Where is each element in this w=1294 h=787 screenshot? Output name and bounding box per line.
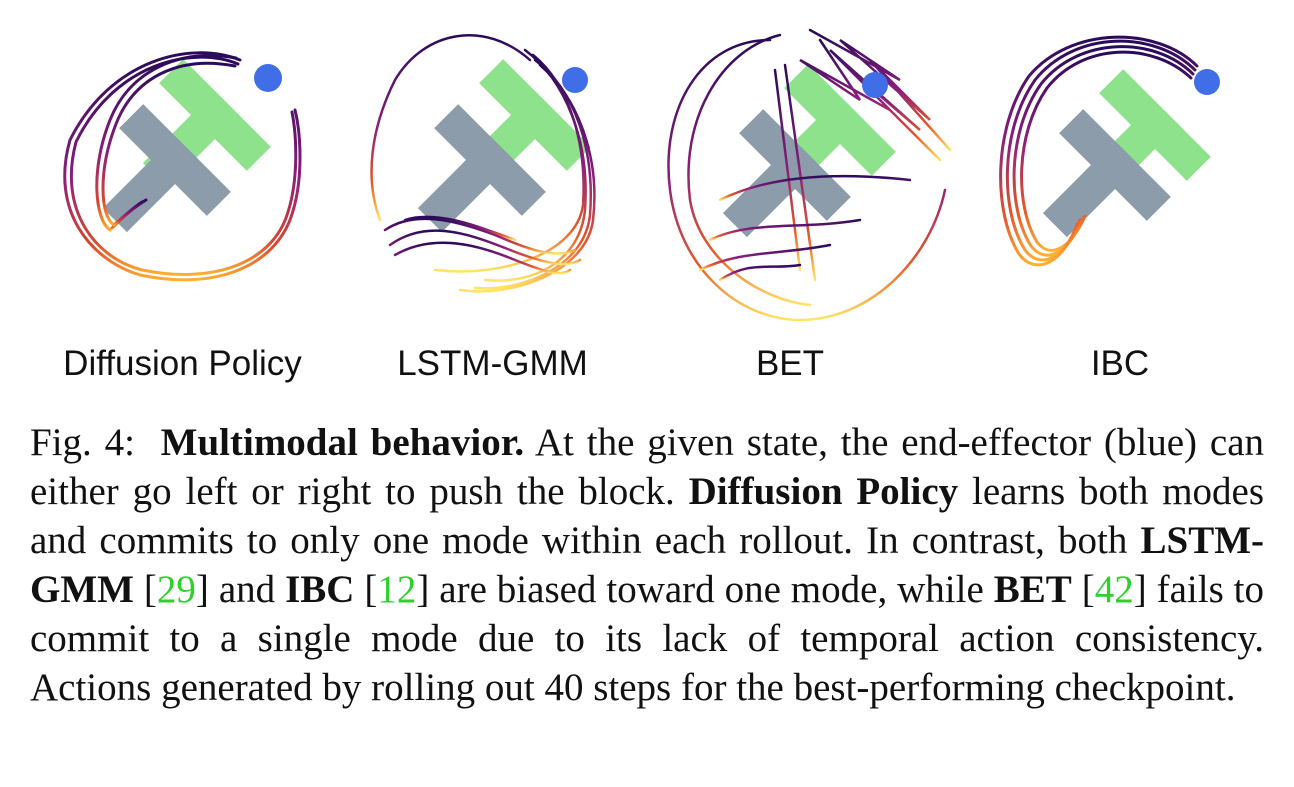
caption-text: are biased toward one mode, while xyxy=(439,568,984,611)
caption-method-lstm-gmm: LSTM-GMM xyxy=(30,519,1265,611)
figure-caption: Fig. 4: Multimodal behavior. At the give… xyxy=(30,421,1265,709)
trajectories xyxy=(63,51,302,282)
current-block xyxy=(102,104,231,233)
caption-title: Multimodal behavior. xyxy=(160,421,525,464)
citation-link[interactable]: 29 xyxy=(156,568,196,611)
end-effector xyxy=(254,64,282,92)
end-effector xyxy=(862,72,888,98)
current-block xyxy=(722,109,851,238)
trajectories xyxy=(999,35,1199,267)
caption-text: and xyxy=(218,568,276,611)
panel-label-bet: BET xyxy=(755,344,825,383)
caption-method-bet: BET xyxy=(993,568,1072,611)
panel-label-diffusion-policy: Diffusion Policy xyxy=(63,344,302,383)
caption-text: At the given state, the end-effector (bl… xyxy=(30,421,1265,513)
panel-bet xyxy=(660,20,960,330)
panel-ibc xyxy=(985,20,1245,330)
bet-plot xyxy=(667,28,952,322)
end-effector xyxy=(1194,69,1220,95)
panel-label-ibc: IBC xyxy=(1090,344,1150,383)
caption-method-ibc: IBC xyxy=(285,568,355,611)
citation-link[interactable]: 42 xyxy=(1094,568,1134,611)
trajectories xyxy=(370,34,596,293)
panel-label-lstm-gmm: LSTM-GMM xyxy=(397,344,588,383)
lstm-gmm-plot xyxy=(370,34,596,293)
end-effector xyxy=(562,67,588,93)
panel-diffusion-policy xyxy=(50,20,320,330)
citation-link[interactable]: 12 xyxy=(377,568,417,611)
panel-lstm-gmm xyxy=(365,20,635,330)
caption-method-diffusion-policy: Diffusion Policy xyxy=(688,470,959,513)
figure-panels: Diffusion Policy LSTM-GMM BET IBC xyxy=(50,20,1245,383)
current-block xyxy=(417,104,546,233)
figure-number: Fig. 4: xyxy=(30,421,135,464)
current-block xyxy=(1042,109,1171,238)
ibc-plot xyxy=(999,35,1220,267)
caption-text: learns both modes and commits to only on… xyxy=(30,470,1265,562)
caption-text: fails to commit to a single mode due to … xyxy=(30,568,1265,709)
diffusion-policy-plot xyxy=(63,51,302,282)
